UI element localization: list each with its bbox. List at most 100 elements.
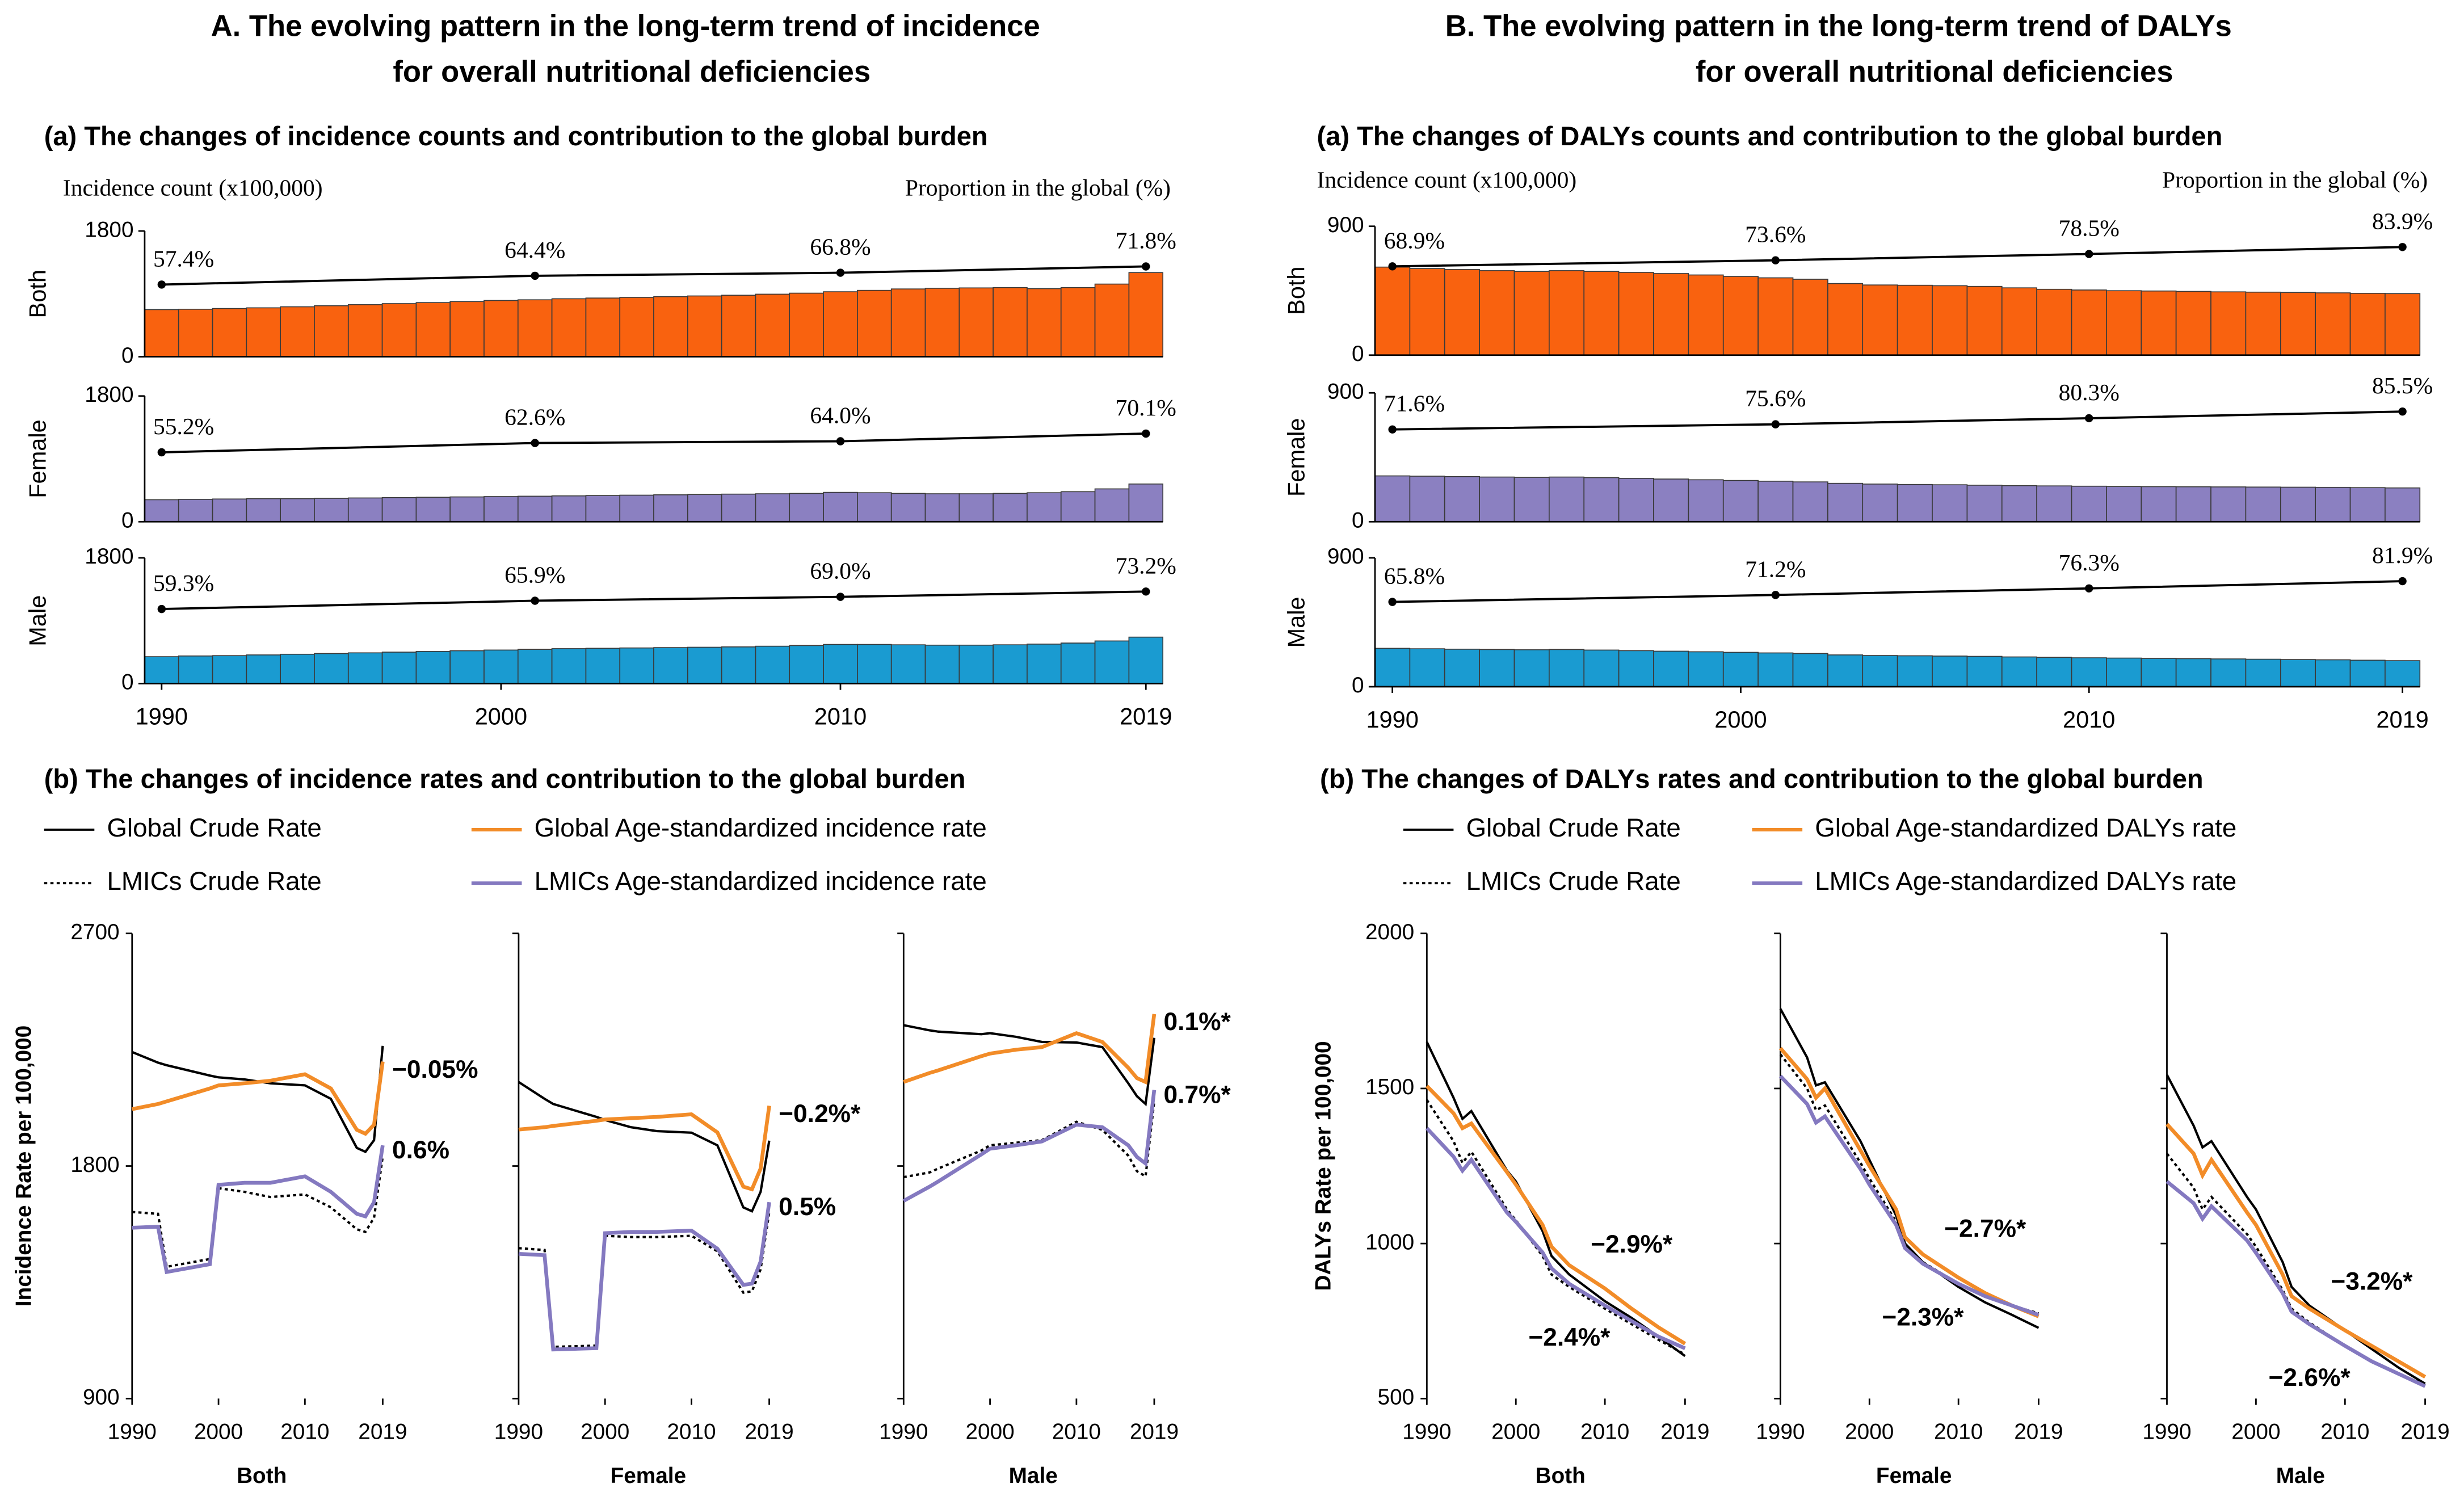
proportion-point bbox=[2398, 407, 2407, 416]
bar bbox=[1862, 655, 1898, 687]
bar bbox=[1444, 476, 1480, 523]
bar bbox=[1060, 642, 1096, 684]
y-tick-label: 0 bbox=[1352, 673, 1364, 697]
proportion-label: 57.4% bbox=[153, 245, 214, 271]
subtitle: (a) The changes of DALYs counts and cont… bbox=[1317, 121, 2223, 151]
bar bbox=[1688, 651, 1724, 687]
rate-line bbox=[1425, 1127, 1686, 1350]
bar bbox=[1374, 266, 1411, 356]
bar bbox=[178, 499, 213, 523]
proportion-label: 70.1% bbox=[1116, 394, 1176, 421]
bar bbox=[1757, 652, 1794, 687]
y-axis-header: Incidence count (x100,000) bbox=[63, 175, 323, 201]
change-label: −2.3%* bbox=[1882, 1303, 1964, 1331]
y-tick-label: 0 bbox=[121, 509, 134, 533]
bar bbox=[381, 303, 417, 358]
bar bbox=[2245, 658, 2281, 687]
bar bbox=[1409, 648, 1445, 687]
proportion-point bbox=[2398, 577, 2407, 586]
subtitle: (b) The changes of DALYs rates and contr… bbox=[1320, 764, 2204, 794]
y-tick-label: 900 bbox=[83, 1385, 120, 1410]
proportion-label: 73.2% bbox=[1116, 552, 1176, 578]
bar bbox=[347, 652, 383, 684]
facet-label: Female bbox=[611, 1464, 687, 1488]
bar bbox=[1862, 284, 1898, 356]
proportion-label: 71.6% bbox=[1384, 390, 1445, 417]
bar bbox=[551, 298, 587, 358]
bar bbox=[1722, 652, 1759, 687]
bar bbox=[1027, 644, 1062, 684]
bar bbox=[2141, 658, 2177, 687]
proportion-label: 65.8% bbox=[1384, 563, 1445, 589]
bar bbox=[144, 656, 179, 684]
bar bbox=[1618, 650, 1654, 687]
bar bbox=[1722, 480, 1759, 523]
bar bbox=[721, 295, 756, 358]
bar bbox=[2036, 288, 2072, 356]
x-tick-label: 2000 bbox=[1845, 1419, 1894, 1444]
bar bbox=[2245, 291, 2281, 356]
proportion-label: 62.6% bbox=[504, 404, 565, 430]
x-tick-label: 1990 bbox=[2142, 1419, 2191, 1444]
bar bbox=[619, 647, 654, 684]
change-label: −2.9%* bbox=[1591, 1230, 1673, 1258]
bar bbox=[619, 297, 654, 358]
rate-line bbox=[902, 1090, 1157, 1203]
bar bbox=[144, 499, 179, 523]
x-tick-label: 2019 bbox=[358, 1419, 407, 1444]
bar bbox=[1792, 653, 1828, 687]
bar bbox=[1827, 283, 1864, 356]
bar bbox=[1128, 636, 1163, 684]
bar bbox=[2315, 292, 2351, 356]
x-tick-label: 2000 bbox=[1491, 1419, 1540, 1444]
y-tick-label: 0 bbox=[121, 670, 134, 695]
x-tick-label: 1990 bbox=[1366, 706, 1418, 733]
y-tick-label: 1800 bbox=[70, 1153, 119, 1177]
proportion-point bbox=[531, 596, 539, 605]
bar bbox=[314, 498, 349, 523]
proportion-point bbox=[1142, 429, 1150, 438]
x-tick-label: 2019 bbox=[745, 1419, 793, 1444]
bar bbox=[2210, 658, 2247, 687]
bar bbox=[2001, 656, 2037, 687]
panel-title: B. The evolving pattern in the long-term… bbox=[1445, 10, 2232, 43]
bar bbox=[2001, 485, 2037, 523]
bar bbox=[1444, 649, 1480, 687]
bar bbox=[2106, 486, 2142, 523]
x-tick-label: 2010 bbox=[1580, 1419, 1629, 1444]
proportion-point bbox=[531, 271, 539, 280]
facet-label: Female bbox=[24, 419, 51, 498]
proportion-label: 73.6% bbox=[1745, 221, 1806, 247]
bar bbox=[1444, 269, 1480, 356]
bar bbox=[551, 648, 587, 684]
bar bbox=[314, 653, 349, 684]
bar bbox=[1479, 476, 1515, 523]
bar bbox=[1409, 476, 1445, 523]
bar bbox=[2315, 486, 2351, 523]
bar bbox=[755, 493, 791, 523]
bar bbox=[2210, 291, 2247, 356]
change-label: 0.5% bbox=[779, 1193, 836, 1221]
bar bbox=[924, 493, 960, 523]
bar bbox=[789, 645, 824, 684]
panel-title: for overall nutritional deficiencies bbox=[1696, 55, 2173, 89]
bar bbox=[1897, 484, 1933, 523]
bar bbox=[2175, 291, 2211, 356]
bar bbox=[1966, 655, 2003, 687]
proportion-point bbox=[2085, 414, 2093, 423]
proportion-point bbox=[1388, 598, 1397, 606]
bar bbox=[280, 498, 315, 523]
proportion-label: 80.3% bbox=[2059, 379, 2120, 405]
bar bbox=[178, 309, 213, 358]
bar bbox=[1027, 288, 1062, 358]
x-tick-label: 2010 bbox=[280, 1419, 329, 1444]
bar bbox=[1897, 284, 1933, 356]
facet-label: Female bbox=[1283, 418, 1309, 497]
bar bbox=[551, 495, 587, 523]
change-label: 0.1%* bbox=[1164, 1008, 1231, 1036]
rate-line bbox=[518, 1081, 771, 1213]
proportion-line bbox=[1392, 246, 2403, 268]
bar bbox=[1409, 268, 1445, 356]
bar bbox=[1757, 277, 1794, 356]
